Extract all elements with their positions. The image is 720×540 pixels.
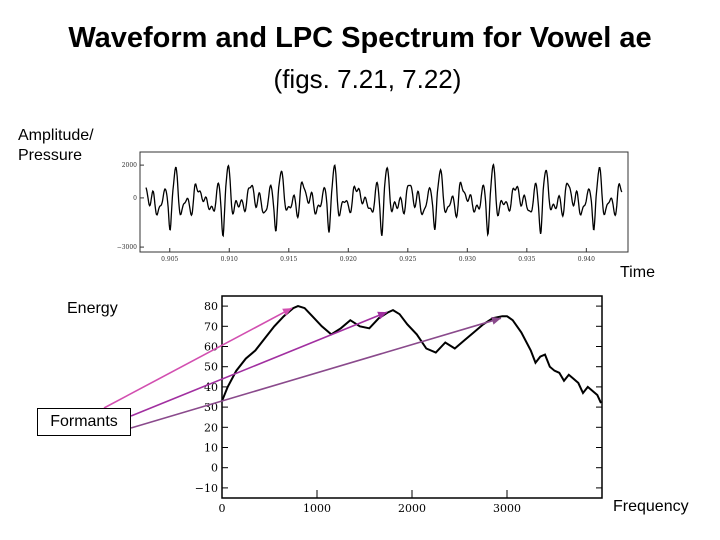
amplitude-label-line2: Pressure	[18, 147, 83, 164]
amplitude-label: Amplitude/ Pressure	[18, 126, 94, 166]
formants-box: Formants	[37, 408, 131, 436]
lpc-spectrum-curve	[221, 305, 602, 404]
spectrum-y-tick-label: 70	[204, 320, 218, 333]
waveform-x-tick-label: 0.905	[161, 256, 178, 263]
formant-arrowhead	[282, 308, 292, 316]
time-label: Time	[620, 264, 655, 281]
waveform-trace	[145, 163, 623, 238]
formant-arrows	[103, 307, 502, 429]
spectrum-y-tick-label: 80	[204, 300, 218, 313]
waveform-x-tick-label: 0.910	[221, 256, 238, 263]
spectrum-y-tick-label: 0	[211, 462, 218, 475]
spectrum-x-tick-label: 0	[219, 502, 226, 515]
formant-arrow	[103, 307, 293, 409]
waveform-y-tick-label: 2000	[122, 162, 137, 169]
waveform-plot: 2000 0 −3000 0.905 0.910 0.915 0.920 0.925 0.930…	[117, 151, 629, 263]
waveform-x-tick-label: 0.920	[340, 256, 357, 263]
waveform-y-tick-label: 0	[133, 195, 137, 202]
slide-subtitle: (figs. 7.21, 7.22)	[273, 64, 462, 94]
waveform-x-tick-label: 0.930	[459, 256, 476, 263]
waveform-y-tick-label: −3000	[117, 244, 137, 251]
spectrum-y-tick-label: 50	[204, 361, 218, 374]
slide-title: Waveform and LPC Spectrum for Vowel ae	[68, 22, 652, 54]
formant-arrow	[130, 311, 388, 417]
amplitude-label-line1: Amplitude/	[18, 127, 94, 144]
waveform-x-tick-label: 0.915	[280, 256, 297, 263]
formant-arrow	[130, 317, 502, 429]
spectrum-y-tick-label: 10	[204, 442, 218, 455]
spectrum-y-tick-label: −10	[195, 482, 218, 495]
waveform-x-tick-label: 0.925	[399, 256, 416, 263]
spectrum-x-tick-label: 1000	[303, 502, 331, 515]
waveform-x-tick-label: 0.940	[578, 256, 595, 263]
spectrum-x-tick-label: 3000	[493, 502, 521, 515]
formant-arrowhead	[491, 316, 501, 325]
spectrum-x-tick-label: 2000	[398, 502, 426, 515]
waveform-frame	[139, 151, 629, 253]
energy-label: Energy	[67, 300, 118, 317]
frequency-label: Frequency	[613, 498, 689, 515]
spectrum-y-tick-label: 60	[204, 341, 218, 354]
spectrum-y-tick-label: 20	[204, 421, 218, 434]
spectrum-y-tick-label: 30	[204, 401, 218, 414]
waveform-x-tick-label: 0.935	[518, 256, 535, 263]
formant-arrowhead	[377, 311, 387, 320]
spectrum-frame	[221, 295, 603, 499]
